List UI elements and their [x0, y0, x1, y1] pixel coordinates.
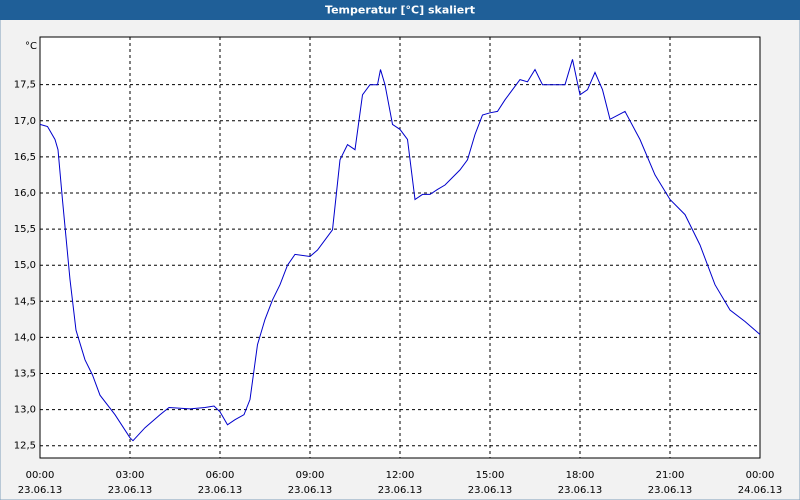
- y-tick-label: 14,5: [14, 296, 36, 307]
- x-tick-date: 23.06.13: [468, 485, 513, 496]
- y-tick-label: 15,5: [14, 224, 36, 235]
- x-tick-date: 23.06.13: [18, 485, 63, 496]
- y-tick-label: 17,5: [14, 80, 36, 91]
- y-tick-label: 13,5: [14, 369, 36, 380]
- y-tick-label: 13,0: [14, 405, 36, 416]
- x-tick-label: 12:00: [386, 470, 415, 481]
- x-tick-label: 15:00: [476, 470, 505, 481]
- y-tick-label: 16,5: [14, 152, 36, 163]
- x-tick-date: 23.06.13: [288, 485, 333, 496]
- x-tick-label: 03:00: [116, 470, 145, 481]
- unit-label: °C: [25, 41, 37, 52]
- y-tick-label: 15,0: [14, 260, 36, 271]
- y-tick-label: 16,0: [14, 188, 36, 199]
- x-tick-date: 23.06.13: [558, 485, 603, 496]
- y-tick-label: 17,0: [14, 116, 36, 127]
- x-tick-label: 00:00: [746, 470, 775, 481]
- data-line: [39, 59, 761, 442]
- x-tick-label: 00:00: [26, 470, 55, 481]
- x-tick-label: 09:00: [296, 470, 325, 481]
- x-tick-date: 23.06.13: [648, 485, 693, 496]
- x-tick-label: 21:00: [656, 470, 685, 481]
- chart-title: Temperatur [°C] skaliert: [325, 4, 475, 17]
- x-tick-date: 23.06.13: [198, 485, 243, 496]
- y-tick-label: 14,0: [14, 332, 36, 343]
- x-tick-date: 24.06.13: [738, 485, 783, 496]
- title-bar: [0, 0, 800, 20]
- x-tick-date: 23.06.13: [378, 485, 423, 496]
- y-tick-label: 12,5: [14, 441, 36, 452]
- x-tick-date: 23.06.13: [108, 485, 153, 496]
- x-tick-label: 18:00: [566, 470, 595, 481]
- x-tick-label: 06:00: [206, 470, 235, 481]
